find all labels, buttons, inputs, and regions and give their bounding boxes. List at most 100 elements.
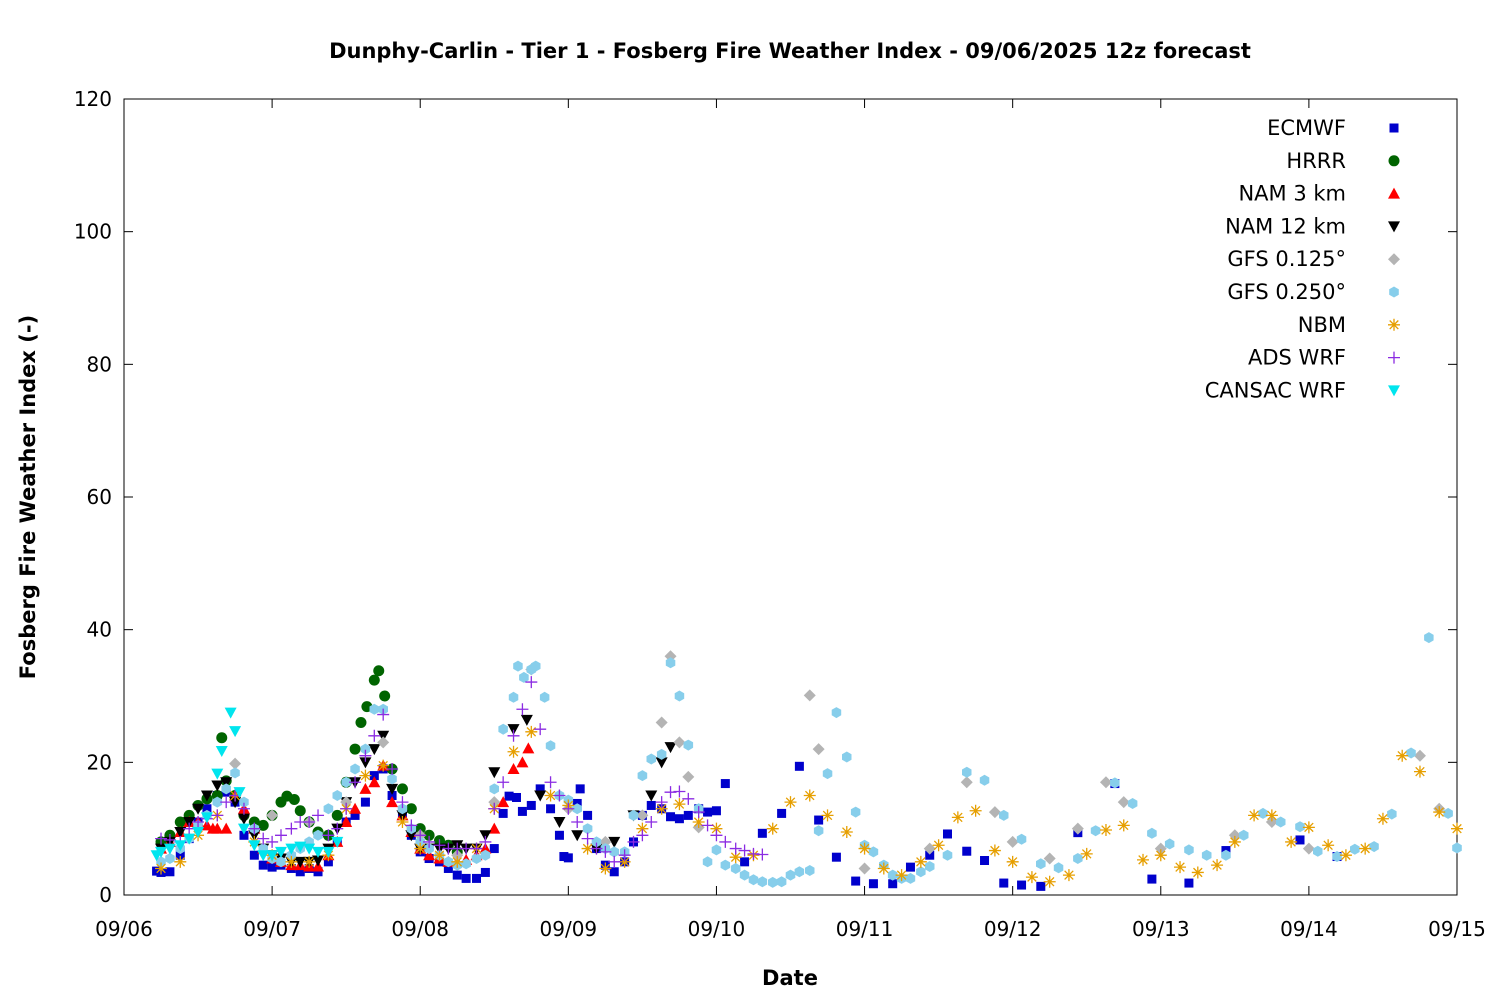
series-cansac-wrf — [150, 707, 344, 862]
data-point — [480, 867, 490, 877]
data-point — [1413, 749, 1426, 762]
x-axis-label: Date — [762, 966, 818, 990]
data-point — [887, 869, 898, 881]
y-tick-label: 40 — [87, 618, 112, 642]
data-point — [979, 774, 990, 786]
data-point — [192, 826, 205, 838]
data-point — [165, 853, 175, 864]
x-tick-label: 09/10 — [688, 917, 746, 941]
y-axis-label: Fosberg Fire Weather Index (-) — [16, 315, 40, 679]
data-point — [1036, 858, 1046, 870]
data-point — [711, 806, 721, 816]
data-point — [1062, 869, 1075, 882]
data-point — [359, 769, 372, 782]
data-point — [609, 846, 619, 858]
data-point — [1350, 843, 1360, 855]
data-point — [851, 876, 861, 886]
data-point — [489, 844, 499, 854]
data-point — [858, 862, 871, 875]
data-point — [969, 804, 982, 817]
data-point — [396, 816, 409, 829]
data-point — [665, 657, 676, 669]
data-point — [276, 856, 286, 868]
data-point — [831, 707, 842, 719]
data-point — [692, 806, 705, 819]
data-point — [423, 829, 435, 841]
legend-label: NAM 12 km — [1225, 214, 1346, 238]
x-tick-label: 09/12 — [984, 917, 1042, 941]
data-point — [183, 833, 196, 845]
data-point — [313, 829, 323, 841]
data-point — [1017, 880, 1027, 890]
legend-label: ADS WRF — [1248, 346, 1346, 370]
data-point — [785, 869, 796, 881]
data-point — [174, 855, 187, 868]
data-point — [285, 843, 298, 855]
data-point — [710, 822, 723, 835]
legend: ECMWF HRRR NAM 3 km NAM 12 km GFS 0.125° GFS … — [1205, 116, 1400, 402]
data-point — [373, 665, 385, 677]
data-point — [516, 703, 529, 716]
data-point — [655, 802, 668, 815]
data-point — [331, 822, 344, 835]
x-tick-label: 09/06 — [95, 917, 153, 941]
data-point — [220, 777, 233, 789]
data-point — [546, 804, 556, 814]
data-point — [229, 757, 242, 770]
data-point — [673, 785, 686, 798]
data-point — [511, 792, 521, 802]
data-point — [618, 855, 631, 868]
data-point — [295, 867, 305, 877]
data-point — [1239, 829, 1249, 841]
data-point — [433, 839, 446, 852]
data-point — [274, 829, 287, 842]
data-point — [350, 810, 360, 820]
data-point — [220, 822, 233, 834]
data-point — [174, 816, 186, 828]
data-point — [1025, 871, 1038, 884]
data-point — [423, 835, 436, 848]
data-point — [942, 849, 953, 861]
data-point — [1137, 853, 1149, 866]
data-point — [683, 810, 693, 820]
data-point — [692, 816, 705, 829]
data-point — [312, 809, 325, 822]
data-point — [645, 816, 658, 829]
axes: 0 20 40 60 80 100 120 09/06 09/07 09/08 09/09 09/10… — [74, 87, 1486, 941]
data-point — [368, 744, 381, 756]
y-tick-label: 0 — [99, 883, 112, 907]
data-point — [470, 842, 483, 855]
data-point — [776, 876, 787, 888]
x-tick-label: 09/09 — [540, 917, 598, 941]
data-point — [1191, 866, 1204, 879]
data-point — [174, 826, 187, 838]
data-point — [294, 805, 306, 817]
x-tick-label: 09/11 — [836, 917, 894, 941]
data-point — [988, 844, 1001, 857]
data-point — [925, 850, 935, 860]
data-point — [711, 844, 722, 856]
data-point — [237, 813, 250, 825]
data-point — [988, 806, 1001, 819]
legend-marker — [1388, 155, 1400, 167]
data-point — [526, 800, 536, 810]
data-point — [215, 746, 228, 758]
x-tick-label: 09/08 — [391, 917, 449, 941]
data-points — [150, 632, 1463, 891]
data-point — [960, 776, 973, 789]
data-point — [1452, 842, 1462, 854]
data-point — [349, 776, 362, 789]
data-point — [451, 855, 464, 868]
data-point — [636, 829, 649, 842]
data-point — [377, 736, 390, 749]
data-point — [895, 869, 908, 882]
data-point — [1117, 796, 1130, 809]
data-point — [323, 857, 333, 867]
data-point — [962, 846, 972, 856]
data-point — [925, 861, 935, 872]
data-point — [702, 856, 713, 868]
data-point — [155, 832, 168, 845]
data-point — [571, 816, 584, 829]
data-point — [285, 855, 298, 868]
data-point — [656, 748, 667, 760]
